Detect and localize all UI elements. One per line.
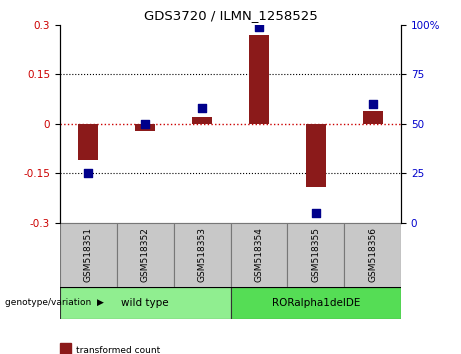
Point <box>369 101 376 107</box>
Text: GSM518356: GSM518356 <box>368 227 377 282</box>
Bar <box>363 111 383 124</box>
Title: GDS3720 / ILMN_1258525: GDS3720 / ILMN_1258525 <box>144 9 317 22</box>
Bar <box>78 124 98 160</box>
Point <box>142 121 149 127</box>
Point <box>255 24 263 30</box>
Text: transformed count: transformed count <box>76 346 160 354</box>
Text: RORalpha1delDE: RORalpha1delDE <box>272 298 360 308</box>
Bar <box>192 117 212 124</box>
Text: genotype/variation  ▶: genotype/variation ▶ <box>5 298 103 307</box>
Bar <box>60 223 117 287</box>
Text: wild type: wild type <box>121 298 169 308</box>
Bar <box>287 223 344 287</box>
Bar <box>135 124 155 131</box>
Text: GSM518353: GSM518353 <box>198 227 207 282</box>
Text: GSM518354: GSM518354 <box>254 227 263 282</box>
Bar <box>60 287 230 319</box>
Text: GSM518352: GSM518352 <box>141 227 150 282</box>
Text: GSM518351: GSM518351 <box>84 227 93 282</box>
Bar <box>230 223 287 287</box>
Bar <box>344 223 401 287</box>
Bar <box>174 223 230 287</box>
Point <box>198 105 206 111</box>
Text: GSM518355: GSM518355 <box>311 227 320 282</box>
Bar <box>230 287 401 319</box>
Bar <box>117 223 174 287</box>
Bar <box>249 35 269 124</box>
Point <box>85 171 92 176</box>
Bar <box>306 124 326 187</box>
Point <box>312 210 319 216</box>
